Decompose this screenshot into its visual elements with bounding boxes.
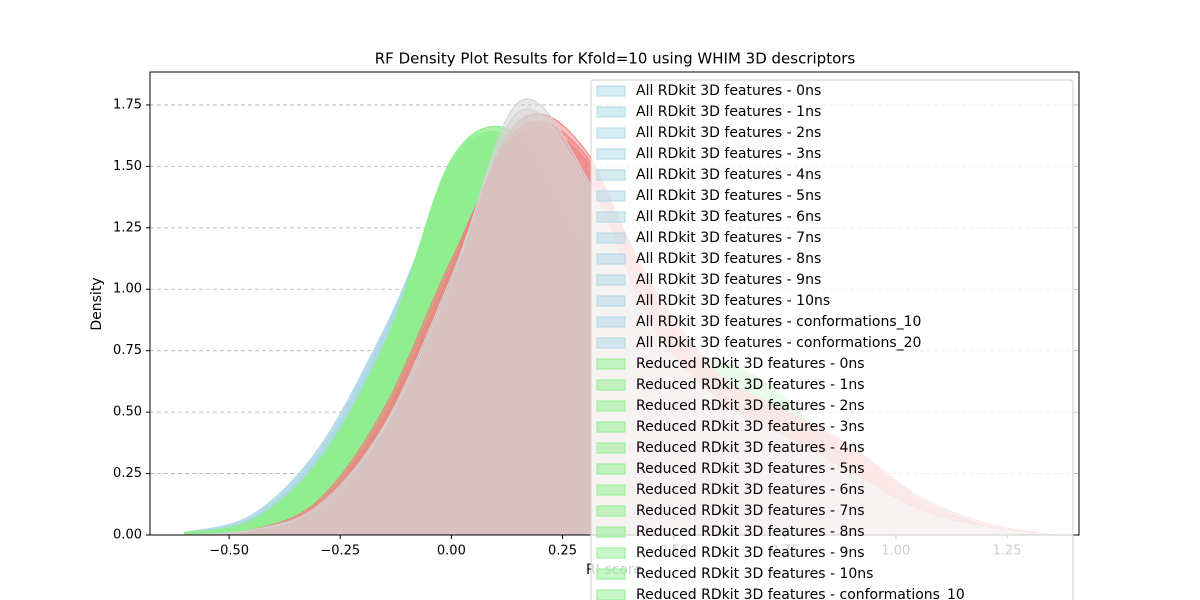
chart-title: RF Density Plot Results for Kfold=10 usi… [375,50,856,68]
x-tick-label: −0.25 [320,544,360,559]
legend-label: Reduced RDkit 3D features - 3ns [636,419,865,435]
legend-label: Reduced RDkit 3D features - 7ns [636,503,865,519]
legend-swatch [596,526,626,538]
x-tick-label: −0.50 [209,544,249,559]
legend-label: Reduced RDkit 3D features - 8ns [636,524,865,540]
legend-label: Reduced RDkit 3D features - 9ns [636,545,865,561]
x-tick-label: 0.00 [437,544,466,559]
legend-label: Reduced RDkit 3D features - 1ns [636,377,865,393]
legend-swatch [596,211,626,223]
legend-swatch [596,127,626,139]
legend-swatch [596,379,626,391]
legend-swatch [596,358,626,370]
legend-swatch [596,169,626,181]
legend-label: All RDkit 3D features - 5ns [636,188,821,204]
legend-swatch [596,484,626,496]
legend-swatch [596,463,626,475]
y-tick-label: 1.25 [113,220,142,235]
legend-swatch [596,232,626,244]
legend-swatch [596,295,626,307]
legend-swatch [596,190,626,202]
legend-box [590,79,1074,600]
legend-label: All RDkit 3D features - 8ns [636,251,821,267]
legend: All RDkit 3D features - 0ns All RDkit 3D … [590,79,1074,600]
legend-label: Reduced RDkit 3D features - 2ns [636,398,865,414]
y-tick-label: 0.00 [113,528,142,543]
legend-swatch [596,505,626,517]
x-tick-label: 0.25 [548,544,577,559]
legend-label: All RDkit 3D features - 4ns [636,167,821,183]
y-tick-label: 0.75 [113,343,142,358]
legend-label: Reduced RDkit 3D features - 0ns [636,356,865,372]
legend-label: All RDkit 3D features - 0ns [636,83,821,99]
legend-swatch [596,106,626,118]
legend-swatch [596,589,626,600]
legend-label: All RDkit 3D features - conformations_20 [636,335,921,351]
y-tick-label: 0.25 [113,466,142,481]
legend-swatch [596,274,626,286]
legend-swatch [596,442,626,454]
legend-label: All RDkit 3D features - 3ns [636,146,821,162]
y-tick-label: 1.00 [113,282,142,297]
legend-label: All RDkit 3D features - 2ns [636,125,821,141]
legend-swatch [596,253,626,265]
legend-swatch [596,316,626,328]
y-axis-label: Density [89,277,105,330]
legend-swatch [596,421,626,433]
legend-label: Reduced RDkit 3D features - 6ns [636,482,865,498]
legend-label: Reduced RDkit 3D features - 10ns [636,566,873,582]
legend-swatch [596,337,626,349]
y-tick-label: 1.50 [113,159,142,174]
legend-swatch [596,547,626,559]
legend-label: All RDkit 3D features - conformations_10 [636,314,921,330]
legend-label: All RDkit 3D features - 7ns [636,230,821,246]
legend-label: All RDkit 3D features - 10ns [636,293,830,309]
legend-swatch [596,85,626,97]
legend-swatch [596,148,626,160]
y-tick-label: 0.50 [113,405,142,420]
legend-label: Reduced RDkit 3D features - 4ns [636,440,865,456]
legend-swatch [596,400,626,412]
legend-label: All RDkit 3D features - 9ns [636,272,821,288]
y-tick-label: 1.75 [113,97,142,112]
legend-label: Reduced RDkit 3D features - 5ns [636,461,865,477]
legend-label: Reduced RDkit 3D features - conformation… [636,587,965,600]
legend-label: All RDkit 3D features - 1ns [636,104,821,120]
legend-swatch [596,568,626,580]
legend-label: All RDkit 3D features - 6ns [636,209,821,225]
